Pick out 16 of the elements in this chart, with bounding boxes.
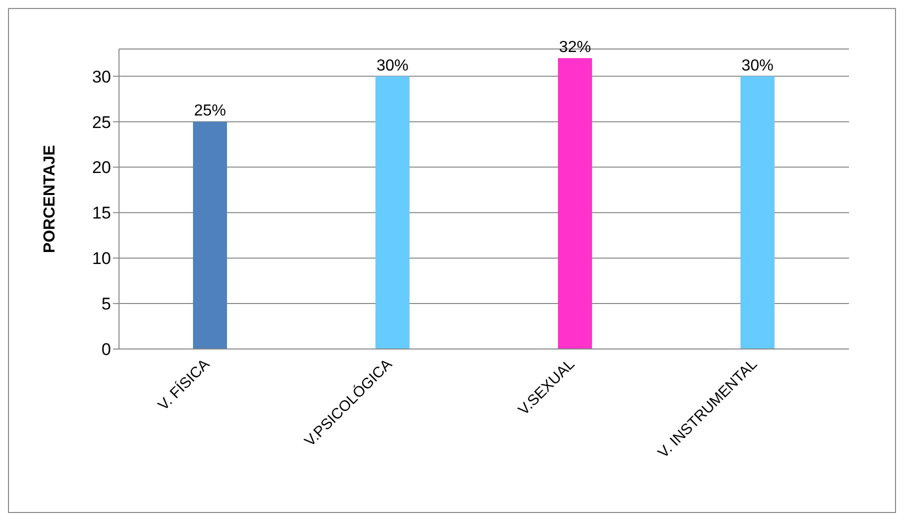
data-label: 32% <box>558 39 592 56</box>
data-label: 25% <box>194 102 226 120</box>
y-tick-label: 15 <box>92 204 111 223</box>
y-tick-label: 30 <box>92 67 111 86</box>
bar <box>558 58 592 349</box>
bar <box>740 76 774 349</box>
bar <box>376 76 410 349</box>
data-label: 30% <box>376 57 409 74</box>
y-tick-label: 20 <box>92 158 111 178</box>
y-tick-label: 25 <box>92 112 111 132</box>
y-tick-label: 10 <box>92 249 111 268</box>
y-axis-title: PORCENTAJE <box>42 144 59 254</box>
bar <box>193 122 227 349</box>
data-label: 30% <box>741 57 774 74</box>
y-tick-label: 0 <box>102 340 111 360</box>
y-tick-label: 5 <box>102 294 111 314</box>
